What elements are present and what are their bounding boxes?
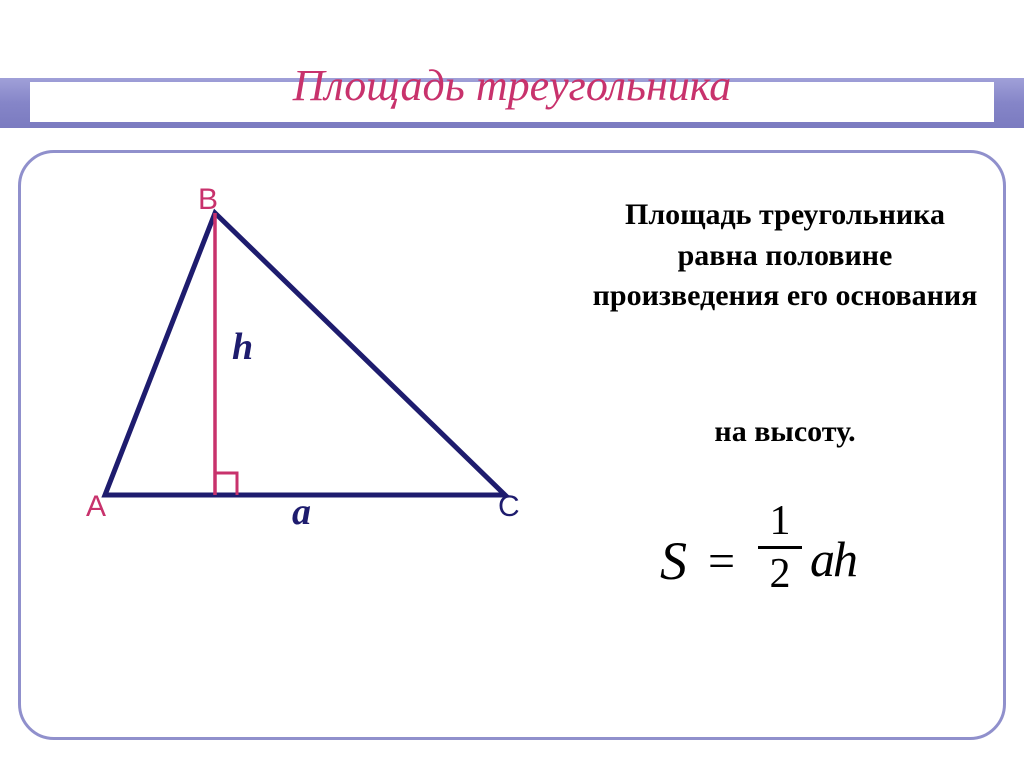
- formula-fraction: 1 2: [758, 500, 802, 595]
- formula-numerator: 1: [758, 500, 802, 542]
- slide-title: Площадь треугольника: [0, 60, 1024, 111]
- vertex-b-label: В: [198, 183, 218, 217]
- theorem-text-1: Площадь треугольника равна половине прои…: [590, 195, 980, 317]
- formula-s: S: [660, 530, 687, 592]
- formula-vars: ah: [810, 530, 856, 588]
- area-formula: S = 1 2 ah: [660, 500, 960, 620]
- formula-equals: =: [708, 534, 735, 589]
- vertex-a-label: А: [86, 490, 106, 524]
- vertex-c-label: С: [498, 490, 520, 524]
- base-label: a: [292, 490, 311, 534]
- triangle-shape: [105, 213, 505, 495]
- formula-denominator: 2: [758, 553, 802, 595]
- height-label: h: [232, 325, 253, 369]
- triangle-diagram: [75, 195, 535, 535]
- theorem-text-2: на высоту.: [590, 415, 980, 449]
- formula-bar: [758, 546, 802, 549]
- right-angle-marker: [215, 473, 237, 495]
